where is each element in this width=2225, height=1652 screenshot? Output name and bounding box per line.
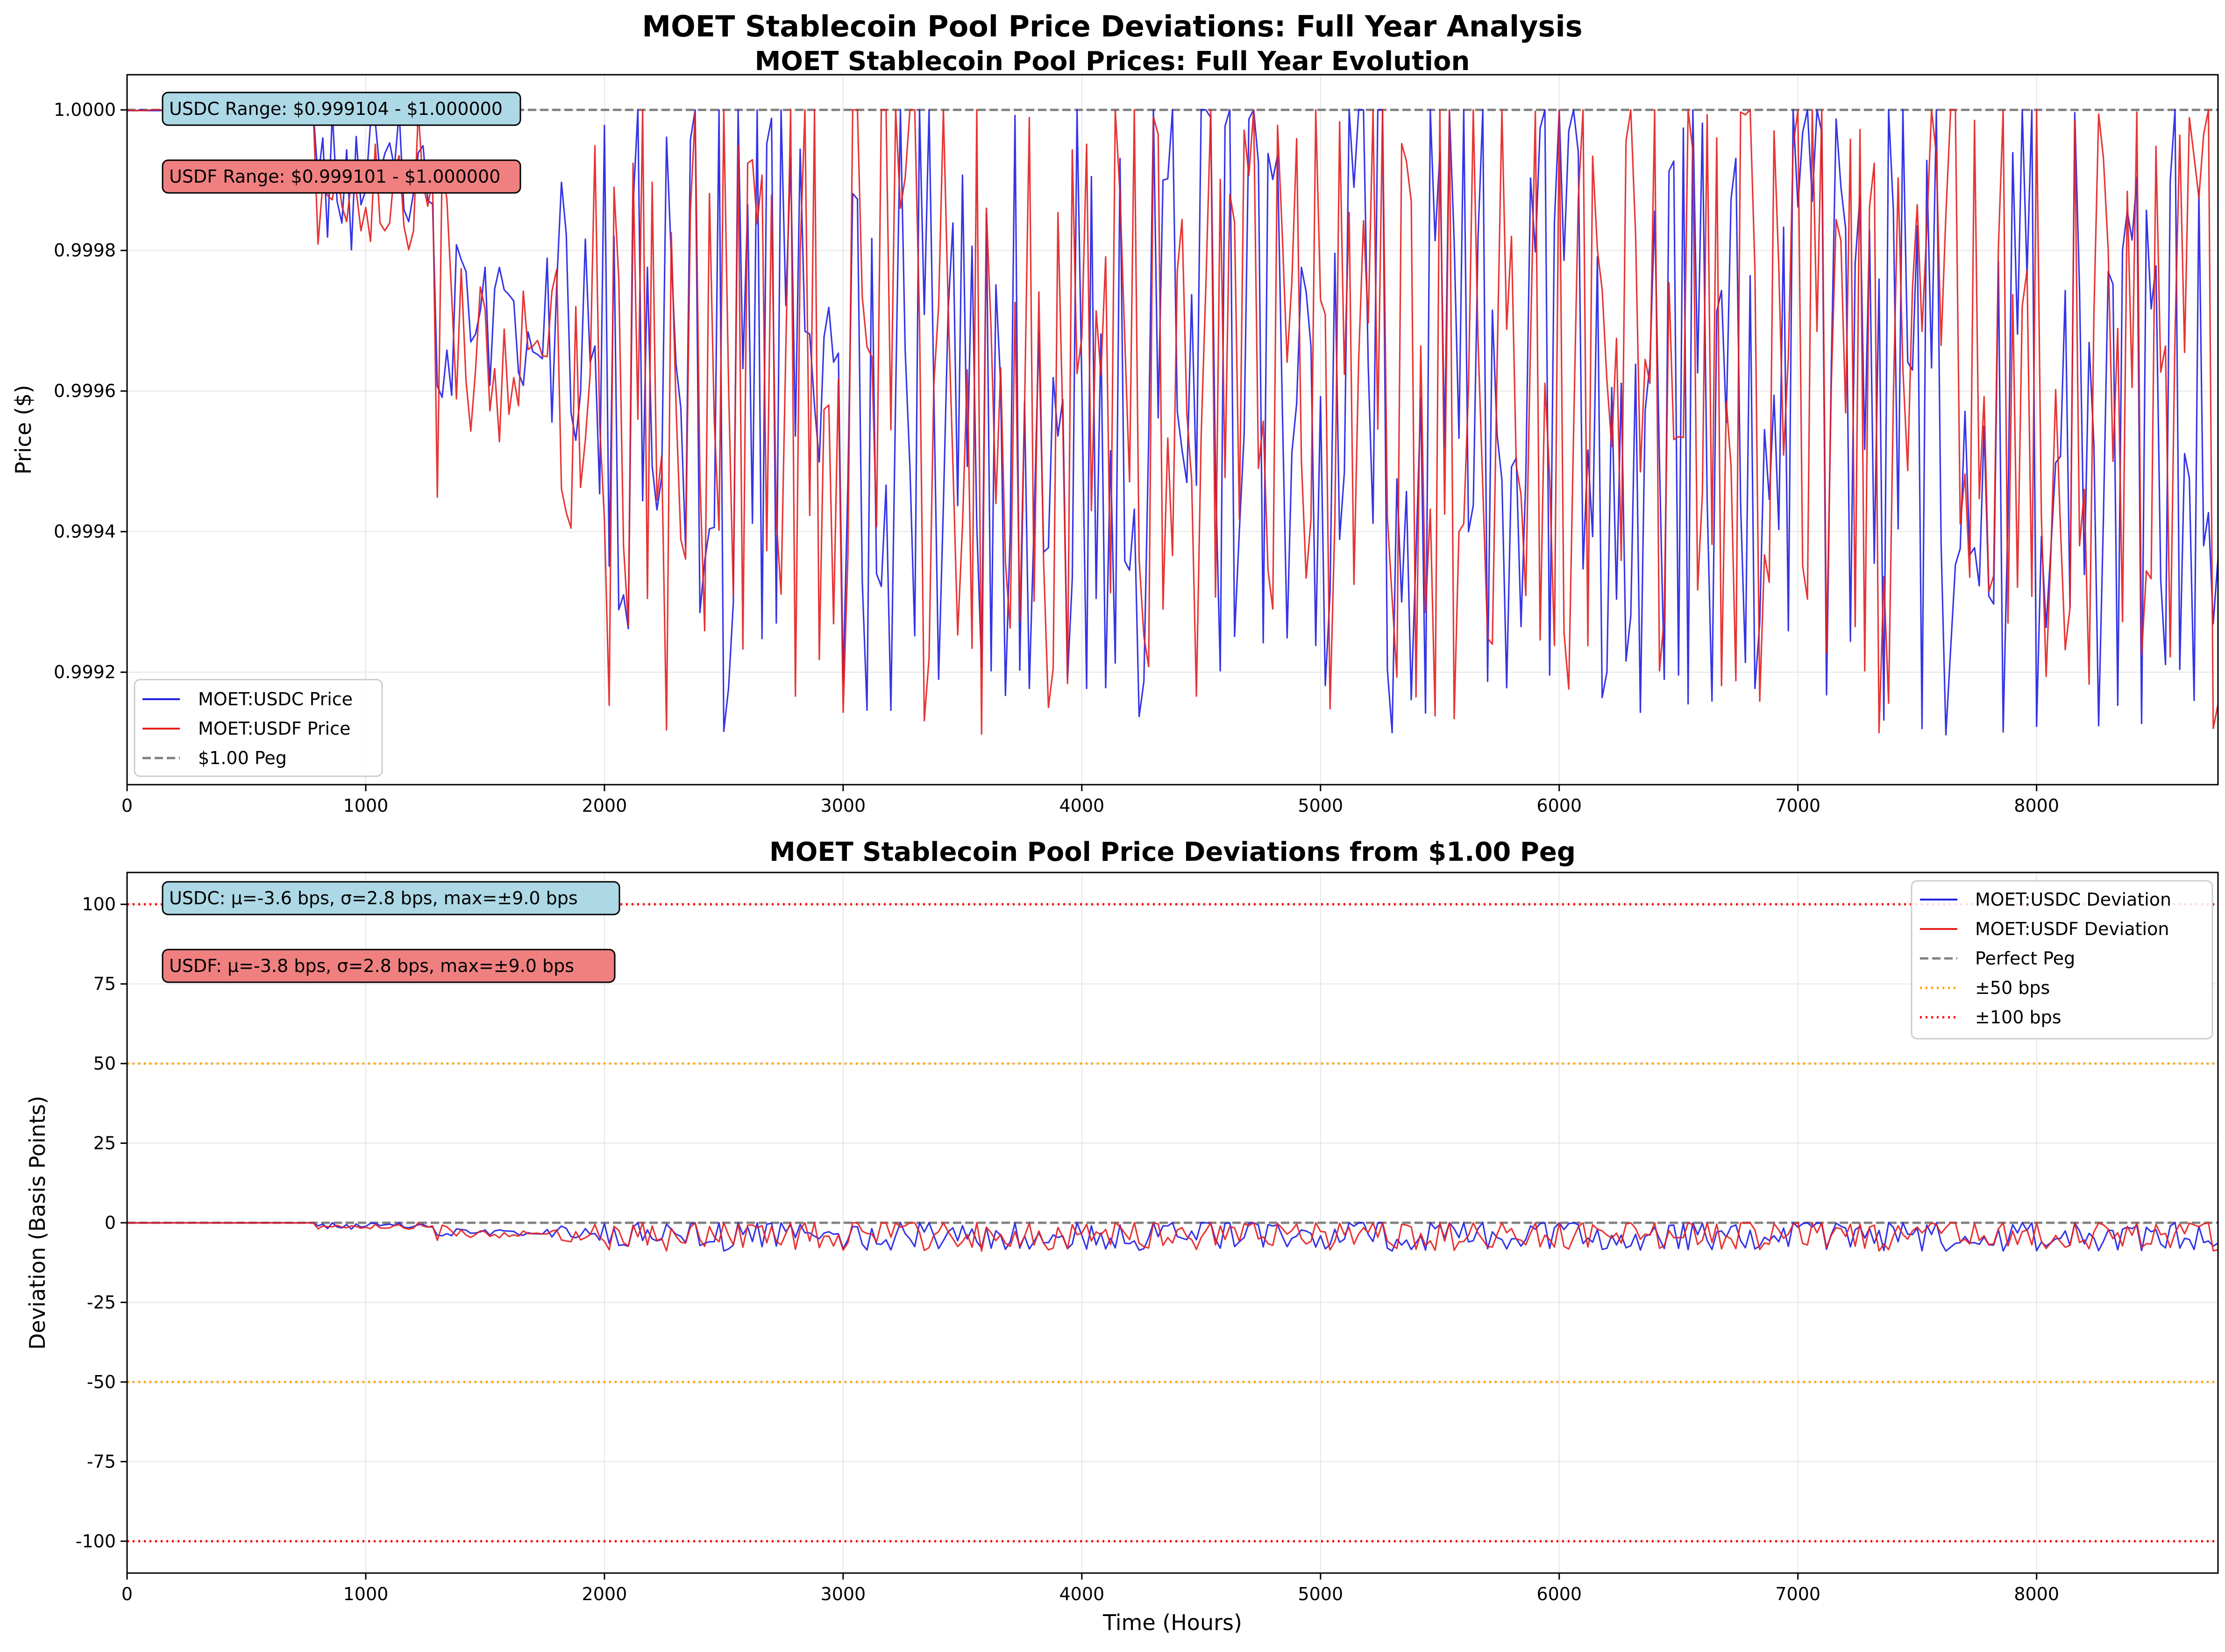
deviation-chart-y-tick-label: 0: [105, 1212, 116, 1233]
price-chart-x-tick-label: 3000: [821, 795, 866, 816]
price-chart-frame: [126, 74, 2219, 786]
deviation-chart-x-tick-label: 8000: [2014, 1584, 2059, 1604]
deviation-chart-x-tick-label: 6000: [1536, 1584, 1582, 1604]
price-chart-series: [127, 109, 2219, 736]
deviation-chart-y-tick-label: 75: [93, 974, 116, 994]
deviation-chart-y-tick-label: 25: [93, 1133, 116, 1154]
price-chart-x-tick-label: 8000: [2014, 795, 2059, 816]
deviation-chart-x-tick-label: 0: [121, 1584, 133, 1604]
deviation-chart-y-tick-label: -100: [76, 1531, 116, 1552]
deviation-chart-x-ticks: 0 1000 2000 3000 4000 5000 6000 7000 8000: [121, 1573, 2059, 1604]
usdf-range-box: [162, 159, 521, 194]
price-chart-y-tick-label: 0.9992: [54, 662, 116, 682]
price-chart-y-tick-label: 0.9996: [54, 381, 116, 401]
usdf-range-text: USDF Range: $0.999101 - $1.000000: [169, 166, 500, 187]
price-legend-box: [134, 679, 383, 777]
usdc-stats-box: [162, 881, 620, 915]
price-chart-legend: MOET:USDC Price MOET:USDF Price $1.00 Pe…: [134, 679, 383, 777]
deviation-chart-y-ticks: -100 -75 -50 -25 0 25 50 75 100: [76, 894, 127, 1552]
deviation-chart-x-tick-label: 7000: [1775, 1584, 1820, 1604]
deviation-chart-x-label: Time (Hours): [1102, 1610, 1242, 1635]
deviation-chart-series: [127, 1222, 2218, 1252]
price-chart-x-tick-label: 5000: [1298, 795, 1343, 816]
price-chart-x-tick-label: 0: [121, 795, 133, 816]
deviation-chart-y-tick-label: 100: [82, 894, 116, 915]
price-chart-x-ticks: 0 1000 2000 3000 4000 5000 6000 7000 8000: [121, 785, 2059, 816]
deviation-chart-x-tick-label: 1000: [343, 1584, 389, 1604]
deviation-chart-x-tick-label: 3000: [821, 1584, 866, 1604]
deviation-chart-title: MOET Stablecoin Pool Price Deviations fr…: [769, 837, 1576, 867]
price-chart-x-tick-label: 1000: [343, 795, 389, 816]
deviation-legend-usdf-label: MOET:USDF Deviation: [1975, 919, 2169, 939]
price-chart-x-tick-label: 4000: [1059, 795, 1104, 816]
price-chart-y-tick-label: 0.9994: [54, 521, 116, 542]
price-chart-title: MOET Stablecoin Pool Prices: Full Year E…: [755, 46, 1470, 77]
deviation-chart-legend: MOET:USDC Deviation MOET:USDF Deviation …: [1911, 880, 2213, 1040]
price-chart-x-tick-label: 2000: [582, 795, 627, 816]
figure-suptitle: MOET Stablecoin Pool Price Deviations: F…: [642, 9, 1582, 43]
deviation-chart-panel: MOET Stablecoin Pool Price Deviations fr…: [25, 837, 2219, 1635]
usdc-range-annotation: USDC Range: $0.999104 - $1.000000: [162, 92, 521, 126]
deviation-chart-y-tick-label: -75: [87, 1451, 116, 1472]
deviation-chart-x-tick-label: 4000: [1059, 1584, 1104, 1604]
usdf-stats-box: [162, 949, 616, 983]
usdf-stats-text: USDF: μ=-3.8 bps, σ=2.8 bps, max=±9.0 bp…: [169, 956, 574, 976]
price-legend-usdf-label: MOET:USDF Price: [198, 718, 350, 739]
usdf-stats-annotation: USDF: μ=-3.8 bps, σ=2.8 bps, max=±9.0 bp…: [162, 949, 616, 983]
price-legend-peg-label: $1.00 Peg: [198, 748, 287, 768]
price-chart-series-usdf-line: [127, 109, 2219, 735]
deviation-legend-box: [1911, 880, 2213, 1040]
usdc-stats-annotation: USDC: μ=-3.6 bps, σ=2.8 bps, max=±9.0 bp…: [162, 881, 620, 915]
deviation-chart-x-tick-label: 2000: [582, 1584, 627, 1604]
price-legend-usdc-label: MOET:USDC Price: [198, 689, 353, 709]
deviation-chart-y-tick-label: -50: [87, 1372, 116, 1392]
deviation-legend-peg-label: Perfect Peg: [1975, 948, 2075, 969]
price-chart-y-tick-label: 1.0000: [54, 99, 116, 120]
deviation-legend-usdc-label: MOET:USDC Deviation: [1975, 889, 2171, 910]
price-chart-y-tick-label: 0.9998: [54, 240, 116, 261]
usdf-range-annotation: USDF Range: $0.999101 - $1.000000: [162, 159, 521, 194]
price-chart-x-tick-label: 7000: [1775, 795, 1820, 816]
deviation-chart-x-tick-label: 5000: [1298, 1584, 1343, 1604]
deviation-legend-50bps-label: ±50 bps: [1975, 978, 2050, 998]
price-chart-y-label: Price ($): [11, 385, 36, 475]
deviation-chart-y-label: Deviation (Basis Points): [25, 1096, 50, 1350]
usdc-range-text: USDC Range: $0.999104 - $1.000000: [169, 99, 503, 119]
deviation-chart-y-tick-label: -25: [87, 1292, 116, 1312]
usdc-stats-text: USDC: μ=-3.6 bps, σ=2.8 bps, max=±9.0 bp…: [169, 888, 578, 908]
deviation-legend-100bps-label: ±100 bps: [1975, 1007, 2062, 1028]
price-chart-panel: MOET Stablecoin Pool Prices: Full Year E…: [11, 46, 2219, 816]
deviation-chart-series-usdf-line: [127, 1222, 2218, 1252]
deviation-chart-y-tick-label: 50: [93, 1053, 116, 1074]
price-chart-x-tick-label: 6000: [1536, 795, 1582, 816]
usdc-range-box: [162, 92, 521, 126]
price-chart-y-ticks: 0.9992 0.9994 0.9996 0.9998 1.0000: [54, 99, 127, 682]
